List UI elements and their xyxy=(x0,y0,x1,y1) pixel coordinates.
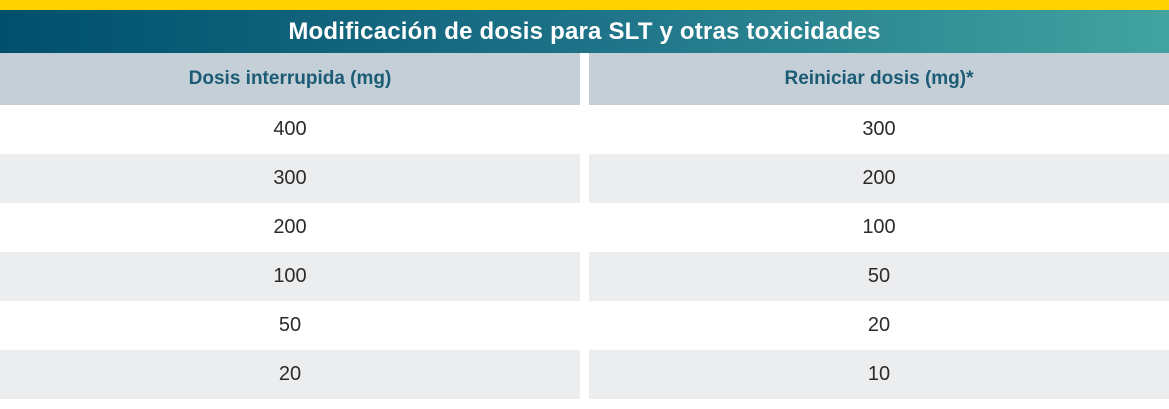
column-gutter xyxy=(580,154,589,203)
cell-reiniciar-dosis: 50 xyxy=(589,252,1169,301)
table-row: 50 20 xyxy=(0,301,1169,350)
column-gutter xyxy=(580,350,589,399)
cell-dosis-interrupida: 100 xyxy=(0,252,580,301)
cell-reiniciar-dosis: 20 xyxy=(589,301,1169,350)
cell-reiniciar-dosis: 200 xyxy=(589,154,1169,203)
cell-dosis-interrupida: 200 xyxy=(0,203,580,252)
table-row: 300 200 xyxy=(0,154,1169,203)
cell-reiniciar-dosis: 300 xyxy=(589,105,1169,154)
table-row: 100 50 xyxy=(0,252,1169,301)
column-header-dosis-interrupida: Dosis interrupida (mg) xyxy=(0,53,580,105)
column-gutter xyxy=(580,203,589,252)
cell-dosis-interrupida: 20 xyxy=(0,350,580,399)
cell-dosis-interrupida: 300 xyxy=(0,154,580,203)
column-gutter xyxy=(580,53,589,105)
cell-dosis-interrupida: 50 xyxy=(0,301,580,350)
cell-reiniciar-dosis: 10 xyxy=(589,350,1169,399)
table-row: 200 100 xyxy=(0,203,1169,252)
cell-dosis-interrupida: 400 xyxy=(0,105,580,154)
column-gutter xyxy=(580,252,589,301)
table-title-bar: Modificación de dosis para SLT y otras t… xyxy=(0,10,1169,53)
table-row: 20 10 xyxy=(0,350,1169,399)
cell-reiniciar-dosis: 100 xyxy=(589,203,1169,252)
table-row: 400 300 xyxy=(0,105,1169,154)
column-header-reiniciar-dosis: Reiniciar dosis (mg)* xyxy=(589,53,1169,105)
yellow-accent-bar xyxy=(0,0,1169,10)
column-gutter xyxy=(580,301,589,350)
bottom-whitespace xyxy=(0,399,1169,409)
column-gutter xyxy=(580,105,589,154)
column-header-row: Dosis interrupida (mg) Reiniciar dosis (… xyxy=(0,53,1169,105)
table-title: Modificación de dosis para SLT y otras t… xyxy=(288,17,881,45)
